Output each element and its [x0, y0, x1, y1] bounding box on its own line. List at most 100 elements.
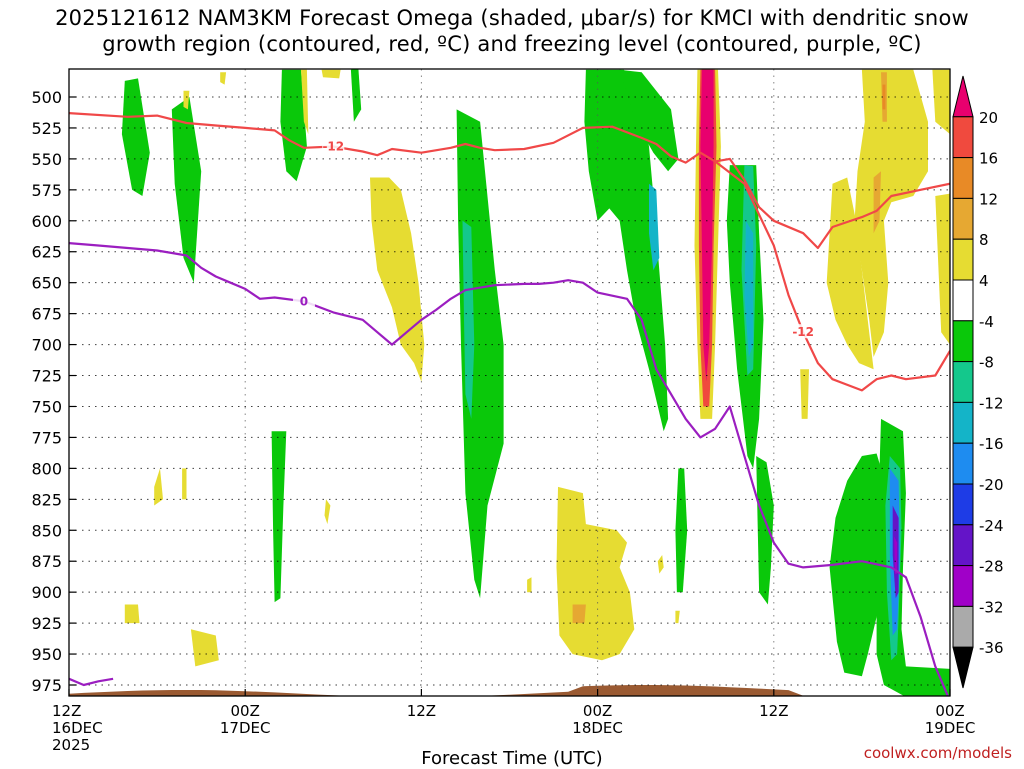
y-tick-label-675: 675 [31, 305, 62, 324]
colorbar-label-4: 4 [979, 272, 989, 290]
omega-region-27 [124, 604, 140, 624]
omega-region-42 [873, 171, 881, 234]
colorbar-label-11: -28 [979, 558, 1004, 576]
y-tick-label-700: 700 [31, 336, 62, 355]
contour-label-bg-1 [792, 324, 815, 339]
y-tick-label-725: 725 [31, 367, 62, 386]
y-tick-label-750: 750 [31, 397, 62, 416]
y-tick-label-975: 975 [31, 676, 62, 695]
omega-region-28 [190, 629, 219, 667]
colorbar-bin-11 [952, 524, 974, 567]
contour-lines: -12 -12 0 [69, 112, 950, 696]
contour-label-2: 0 [300, 294, 308, 308]
omega-region-47 [700, 69, 714, 382]
y-tick-label-925: 925 [31, 614, 62, 633]
credit-text: coolwx.com/models [863, 744, 1012, 762]
y-tick-label-600: 600 [31, 212, 62, 231]
y-tick-label-850: 850 [31, 521, 62, 540]
omega-region-26 [370, 177, 425, 382]
y-tick-label-575: 575 [31, 181, 62, 200]
omega-region-0 [121, 78, 150, 196]
x-tick-label-12-1: 17DEC [220, 719, 271, 737]
contour-line-1 [714, 160, 950, 392]
omega-region-29 [154, 468, 163, 506]
x-tick-label-0-1: 16DEC [52, 719, 103, 737]
y-tick-label-650: 650 [31, 274, 62, 293]
colorbar-label-5: -4 [979, 313, 994, 331]
x-tick-label-60-1: 19DEC [925, 719, 976, 737]
colorbar-bin-5 [952, 279, 974, 322]
x-tick-label-36-0: 00Z [583, 702, 612, 720]
x-tick-label-0-2: 2025 [52, 736, 90, 754]
colorbar-label-7: -12 [979, 394, 1004, 412]
omega-region-34 [527, 577, 532, 593]
omega-region-44 [882, 84, 886, 110]
y-tick-label-500: 500 [31, 88, 62, 107]
omega-region-21 [894, 536, 898, 574]
colorbar: 20 16 12 8 4 -4 -8 -12 -16 -20 -24 -28 -32 -36 [952, 75, 1004, 689]
contour-line-2 [69, 242, 950, 696]
colorbar-bin-6 [952, 320, 974, 363]
colorbar-bin-1 [952, 116, 974, 159]
colorbar-label-6: -8 [979, 354, 994, 372]
omega-region-23 [301, 69, 309, 135]
y-tick-label-900: 900 [31, 583, 62, 602]
y-tick-label-800: 800 [31, 459, 62, 478]
colorbar-bin-7 [952, 361, 974, 403]
omega-region-39 [932, 69, 950, 135]
x-tick-label-36-1: 18DEC [572, 719, 623, 737]
colorbar-bin-9 [952, 442, 974, 485]
colorbar-label-13: -36 [979, 639, 1004, 657]
omega-region-7 [619, 69, 679, 172]
colorbar-label-9: -20 [979, 476, 1004, 494]
y-tick-label-625: 625 [31, 243, 62, 262]
x-tick-label-0-0: 12Z [52, 702, 81, 720]
omega-region-35 [800, 369, 809, 419]
colorbar-top-arrow [952, 75, 974, 118]
x-axis-label: Forecast Time (UTC) [421, 748, 603, 769]
omega-region-43 [572, 604, 586, 624]
y-tick-label-825: 825 [31, 490, 62, 509]
colorbar-label-3: 8 [979, 231, 989, 249]
terrain-fill [69, 685, 950, 696]
colorbar-bin-4 [952, 238, 974, 281]
omega-region-3 [350, 69, 362, 122]
chart-title-line1: 2025121612 NAM3KM Forecast Omega (shaded… [55, 6, 969, 30]
contour-label-1: -12 [792, 325, 814, 339]
colorbar-bin-2 [952, 157, 974, 199]
omega-region-40 [935, 193, 950, 345]
grid-lines [69, 69, 950, 696]
plot-background [69, 69, 950, 696]
contour-line-3 [69, 677, 114, 687]
contour-label-0: -12 [322, 140, 344, 154]
omega-region-18 [649, 183, 660, 271]
colorbar-bottom-arrow [952, 646, 974, 689]
colorbar-bin-12 [952, 565, 974, 607]
omega-region-36 [675, 610, 680, 624]
colorbar-label-10: -24 [979, 517, 1004, 535]
terrain-band [69, 685, 950, 696]
colorbar-bin-10 [952, 483, 974, 526]
omega-region-24 [321, 69, 341, 79]
chart-title-line2: growth region (contoured, red, ºC) and f… [102, 32, 922, 56]
x-tick-label-48-0: 12Z [759, 702, 788, 720]
omega-region-38 [854, 69, 928, 358]
omega-region-17 [744, 220, 754, 357]
y-tick-label-950: 950 [31, 645, 62, 664]
colorbar-label-2: 12 [979, 190, 998, 208]
colorbar-bin-13 [952, 605, 974, 648]
y-tick-label-875: 875 [31, 552, 62, 571]
colorbar-bin-3 [952, 197, 974, 240]
omega-region-25 [220, 72, 227, 85]
x-tick-label-24-0: 12Z [407, 702, 436, 720]
colorbar-bin-8 [952, 401, 974, 444]
colorbar-label-8: -16 [979, 435, 1004, 453]
contour-label-bg-2 [292, 293, 315, 308]
omega-region-31 [324, 499, 331, 525]
colorbar-label-1: 16 [979, 150, 998, 168]
contour-label-bg-0 [322, 138, 345, 153]
plot-frame [68, 68, 951, 697]
y-tick-label-775: 775 [31, 428, 62, 447]
